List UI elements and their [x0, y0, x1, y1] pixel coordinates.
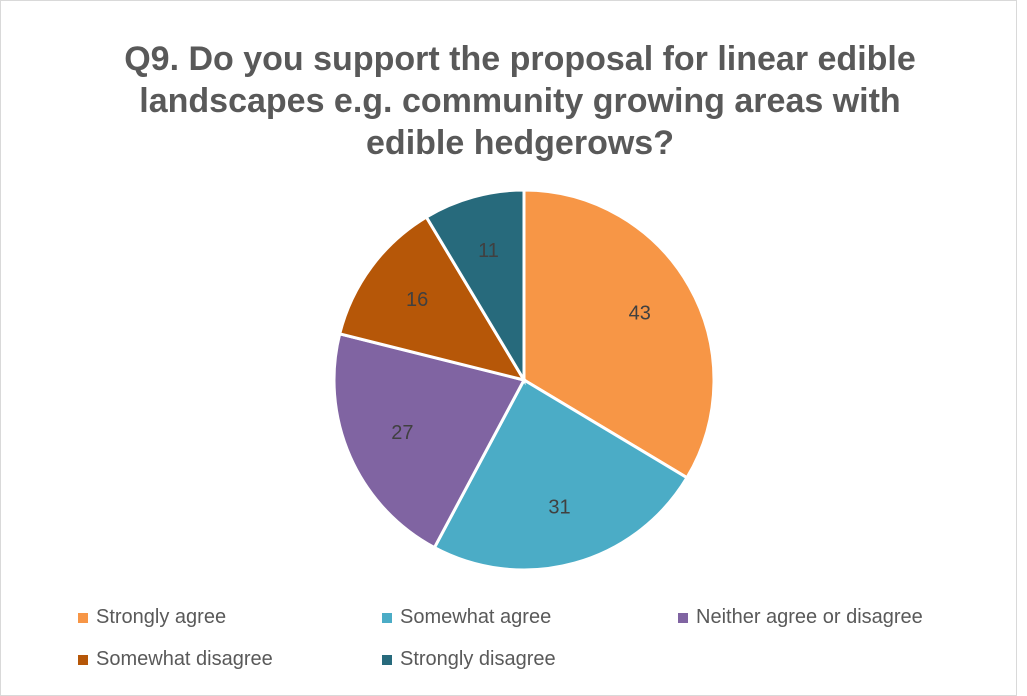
pie-slice-somewhat-disagree: [337, 214, 528, 383]
data-label-somewhat-disagree: 16: [406, 289, 428, 311]
legend-label-strongly-disagree: Strongly disagree: [400, 648, 556, 670]
chart-title-line-2: landscapes e.g. community growing areas …: [139, 82, 901, 120]
legend-label-neither: Neither agree or disagree: [696, 606, 923, 628]
pie-slice-strongly-agree: [522, 188, 716, 480]
legend-swatch-somewhat-disagree: [78, 654, 88, 665]
legend-item-somewhat-agree: Somewhat agree: [382, 606, 551, 629]
pie-slice-neither: [332, 332, 527, 550]
chart-title-line-1: Q9. Do you support the proposal for line…: [124, 40, 916, 78]
pie-slice-strongly-disagree: [424, 188, 526, 386]
pie-slice-somewhat-agree: [432, 377, 690, 572]
legend-label-somewhat-disagree: Somewhat disagree: [96, 648, 273, 670]
data-label-somewhat-agree: 31: [548, 496, 570, 518]
legend-swatch-strongly-agree: [78, 612, 88, 623]
chart-title-line-3: edible hedgerows?: [366, 124, 674, 162]
legend-swatch-somewhat-agree: [382, 612, 392, 623]
legend-item-neither: Neither agree or disagree: [678, 606, 923, 629]
legend-item-strongly-disagree: Strongly disagree: [382, 648, 556, 671]
data-label-strongly-agree: 43: [629, 303, 651, 325]
legend-label-somewhat-agree: Somewhat agree: [400, 606, 552, 628]
data-label-neither: 27: [391, 422, 413, 444]
chart-title: Q9. Do you support the proposal for line…: [0, 38, 1027, 164]
legend-swatch-strongly-disagree: [382, 654, 392, 665]
legend-item-strongly-agree: Strongly agree: [78, 606, 226, 629]
data-label-strongly-disagree: 11: [478, 240, 499, 262]
legend-swatch-neither: [678, 612, 688, 623]
chart-legend: Strongly agree Somewhat agree Neither ag…: [78, 600, 998, 680]
legend-item-somewhat-disagree: Somewhat disagree: [78, 648, 273, 671]
legend-label-strongly-agree: Strongly agree: [96, 606, 227, 628]
